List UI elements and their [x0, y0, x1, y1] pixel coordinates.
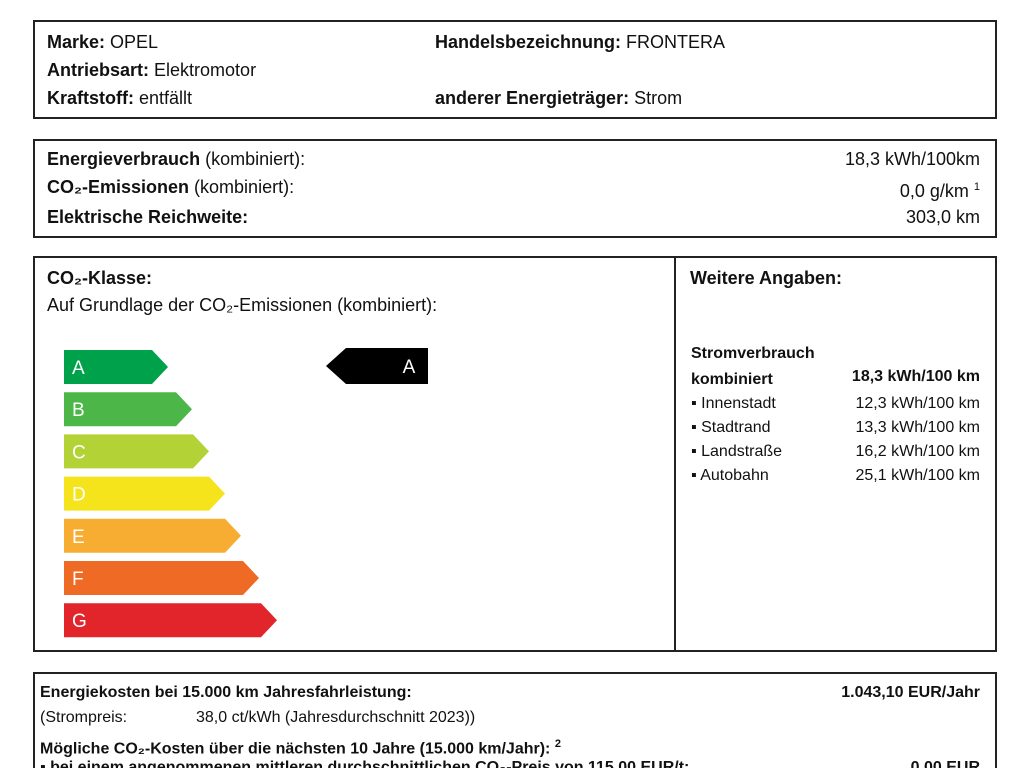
consumption-row: Energieverbrauch (kombiniert):: [47, 148, 305, 170]
energy-row: anderer Energieträger: Strom: [435, 87, 682, 109]
label: Handelsbezeichnung:: [435, 32, 622, 52]
value: 0,0 g/km: [899, 181, 969, 201]
further-row-label: ▪ Autobahn: [691, 467, 769, 484]
class-arrow: [64, 518, 241, 553]
value: 303,0 km: [905, 207, 980, 227]
label: Innenstadt: [701, 395, 776, 412]
further-row-label: ▪ Stadtrand: [691, 419, 771, 436]
value: Strom: [634, 88, 683, 108]
co2-costs-label: Mögliche CO₂-Kosten über die nächsten 10…: [40, 740, 551, 758]
class-label: C: [72, 442, 86, 463]
value: OPEL: [110, 32, 159, 52]
label: Marke:: [47, 32, 106, 52]
class-label: D: [72, 485, 86, 506]
vehicle-class-arrow: [326, 348, 428, 384]
further-row-label: ▪ Innenstadt: [691, 395, 776, 412]
class-arrow: [64, 603, 277, 638]
drive-row: Antriebsart: Elektromotor: [47, 59, 256, 81]
class-title: CO₂-Klasse:: [47, 268, 153, 288]
fuel-row: Kraftstoff: entfällt: [47, 87, 192, 109]
consumption-row: CO₂-Emissionen (kombiniert):: [47, 176, 294, 198]
label: Elektrische Reichweite:: [47, 207, 249, 227]
further-heading: Stromverbrauch: [691, 345, 815, 362]
value: FRONTERA: [626, 32, 726, 52]
note: 1: [973, 181, 980, 193]
class-box: [33, 256, 997, 652]
value: entfällt: [139, 88, 193, 108]
further-title: Weitere Angaben:: [690, 268, 843, 288]
label: Energieverbrauch: [47, 149, 201, 169]
label: CO₂-Emissionen: [47, 177, 190, 197]
class-label: E: [72, 527, 85, 548]
label: Landstraße: [701, 443, 783, 460]
consumption-row: Elektrische Reichweite:: [47, 206, 248, 228]
vehicle-box: [33, 20, 997, 119]
brand-row: Marke: OPEL: [47, 31, 158, 53]
divider: [674, 256, 676, 652]
qualifier: (kombiniert):: [194, 177, 295, 197]
label: Autobahn: [700, 467, 769, 484]
energy-cost-value: 1.043,10 EUR/Jahr: [841, 684, 980, 701]
further-row-value: 13,3 kWh/100 km: [855, 419, 981, 436]
consumption-value: 0,0 g/km 1: [900, 176, 980, 202]
combined-value: 18,3 kWh/100 km: [851, 368, 980, 385]
class-label: F: [72, 569, 84, 590]
co2-price-value: 0,00 EUR: [910, 759, 980, 768]
combined-label: kombiniert: [691, 371, 773, 388]
class-arrow: [64, 392, 192, 427]
vehicle-class-label: A: [403, 357, 416, 378]
costs-box: [33, 672, 997, 768]
further-row-value: 16,2 kWh/100 km: [855, 443, 981, 460]
price-label: (Strompreis:: [40, 709, 128, 726]
note: 2: [554, 738, 561, 750]
price-value: 38,0 ct/kWh (Jahresdurchschnitt 2023)): [196, 709, 476, 726]
further-row-value: 12,3 kWh/100 km: [855, 395, 981, 412]
label: Stadtrand: [701, 419, 771, 436]
class-label: G: [72, 611, 87, 632]
trade-row: Handelsbezeichnung: FRONTERA: [435, 31, 725, 53]
value: 18,3 kWh/100km: [844, 149, 980, 169]
label: anderer Energieträger:: [435, 88, 630, 108]
co2-price-line: ▪ bei einem angenommenen mittleren durch…: [40, 759, 690, 768]
class-arrow: [64, 476, 225, 511]
consumption-box: [33, 139, 997, 238]
class-arrow: [64, 350, 168, 384]
co2-costs: Mögliche CO₂-Kosten über die nächsten 10…: [40, 733, 561, 760]
class-arrow: [64, 561, 259, 595]
consumption-value: 303,0 km: [906, 206, 980, 228]
class-arrow: [64, 434, 209, 469]
class-label: A: [72, 358, 85, 379]
further-row-value: 25,1 kWh/100 km: [855, 467, 981, 484]
further-row-label: ▪ Landstraße: [691, 443, 783, 460]
value: Elektromotor: [154, 60, 257, 80]
consumption-value: 18,3 kWh/100km: [845, 148, 980, 170]
qualifier: (kombiniert):: [205, 149, 306, 169]
energy-cost-label: Energiekosten bei 15.000 km Jahresfahrle…: [40, 684, 412, 701]
label: Antriebsart:: [47, 60, 150, 80]
class-subtitle: Auf Grundlage der CO₂-Emissionen (kombin…: [47, 295, 438, 315]
label: Kraftstoff:: [47, 88, 134, 108]
class-label: B: [72, 400, 85, 421]
